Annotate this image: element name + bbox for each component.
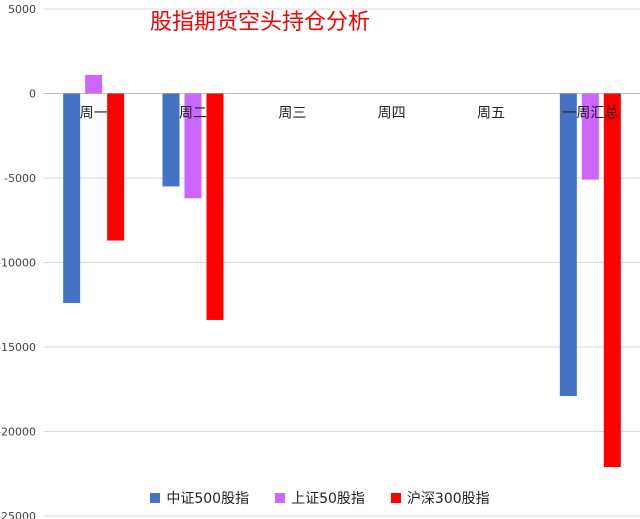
- bar-hs300-1: [206, 93, 224, 320]
- legend-swatch-zz500: [150, 493, 161, 503]
- bars: [63, 74, 621, 467]
- legend: 中证500股指 上证50股指 沪深300股指: [0, 488, 640, 508]
- bar-hs300-5: [603, 93, 621, 467]
- y-axis-ticks: 5000 0 -5000 -10000 -15000 -20000 -25000: [0, 3, 36, 519]
- y-tick-label: -10000: [0, 257, 36, 270]
- legend-item-sz50: 上证50股指: [275, 488, 365, 508]
- x-category-label: 周四: [378, 106, 406, 122]
- legend-label-sz50: 上证50股指: [291, 491, 365, 507]
- legend-item-zz500: 中证500股指: [150, 488, 249, 508]
- y-tick-label: -15000: [0, 341, 36, 354]
- bar-sz50-0: [85, 74, 103, 94]
- x-category-label: 周三: [278, 106, 306, 122]
- legend-swatch-sz50: [275, 493, 286, 503]
- bar-hs300-0: [107, 93, 125, 241]
- x-category-label: 一周汇总: [562, 106, 618, 122]
- x-axis-category-labels: 周一 周二 周三 周四 周五 一周汇总: [80, 106, 619, 122]
- legend-label-zz500: 中证500股指: [166, 491, 250, 507]
- bar-zz500-0: [63, 93, 81, 304]
- bar-zz500-1: [162, 93, 180, 187]
- gridlines: [44, 8, 640, 517]
- y-tick-label: 0: [29, 88, 36, 101]
- x-category-label: 周二: [179, 106, 207, 122]
- legend-item-hs300: 沪深300股指: [390, 488, 490, 508]
- x-category-label: 周一: [80, 106, 108, 122]
- chart-title: 股指期货空头持仓分析: [150, 10, 371, 35]
- y-tick-label: -5000: [4, 172, 36, 185]
- bar-sz50-5: [581, 93, 599, 180]
- y-tick-label: -25000: [0, 510, 36, 519]
- bar-zz500-5: [559, 93, 577, 397]
- x-category-label: 周五: [477, 106, 505, 122]
- bar-sz50-1: [184, 93, 202, 199]
- legend-swatch-hs300: [390, 493, 401, 503]
- y-tick-label: -20000: [0, 426, 36, 439]
- y-tick-label: 5000: [8, 3, 36, 16]
- legend-label-hs300: 沪深300股指: [406, 491, 490, 507]
